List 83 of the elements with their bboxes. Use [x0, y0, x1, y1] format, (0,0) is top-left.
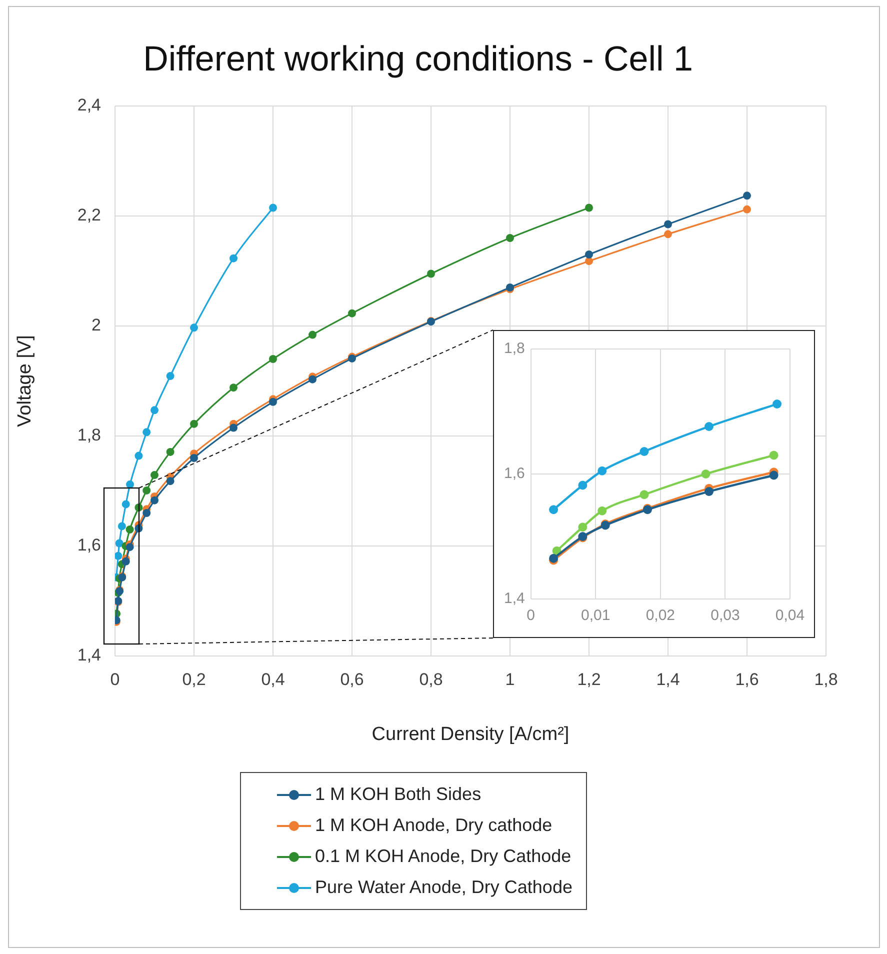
point	[704, 487, 714, 496]
point	[126, 526, 134, 534]
point	[664, 230, 672, 238]
point	[142, 486, 151, 494]
x-tick-label: 0,2	[182, 670, 206, 689]
point	[549, 505, 558, 514]
x-tick-label: 1,8	[814, 670, 838, 689]
point	[115, 552, 122, 560]
point	[348, 309, 356, 318]
point	[150, 496, 158, 504]
point	[150, 406, 158, 414]
point	[122, 557, 130, 566]
y-tick-label: 1,8	[77, 426, 101, 445]
point	[769, 470, 778, 480]
point	[640, 447, 649, 456]
x-tick-label: 1,2	[577, 670, 601, 689]
point	[166, 477, 174, 486]
chart-title: Different working conditions - Cell 1	[143, 40, 693, 79]
point	[190, 324, 198, 332]
point	[126, 543, 134, 552]
point	[578, 480, 588, 490]
point	[585, 250, 593, 258]
point	[585, 257, 593, 266]
point	[427, 270, 435, 278]
point	[769, 450, 778, 460]
point	[126, 480, 134, 488]
legend-label: 1 M KOH Anode, Dry cathode	[315, 815, 552, 836]
point	[578, 522, 588, 532]
x-tick-label: 0	[110, 670, 120, 689]
point	[743, 205, 751, 214]
x-tick-label: 0,4	[261, 670, 285, 689]
legend-label: 0.1 M KOH Anode, Dry Cathode	[315, 846, 572, 867]
x-tick-label: 1,4	[656, 670, 680, 689]
point	[506, 234, 514, 242]
point	[166, 372, 174, 380]
y-axis-title: Voltage [V]	[14, 335, 36, 427]
x-tick-label: 0,6	[340, 670, 364, 689]
point	[230, 424, 238, 432]
y-tick-label: 1,6	[504, 465, 525, 482]
point	[118, 522, 126, 530]
legend-label: 1 M KOH Both Sides	[315, 784, 482, 805]
y-tick-label: 2	[92, 316, 101, 335]
point	[743, 192, 751, 200]
x-tick-label: 0,02	[646, 607, 676, 624]
point	[190, 420, 198, 428]
point	[115, 539, 124, 548]
y-tick-label: 1,4	[504, 590, 525, 608]
x-tick-label: 1	[505, 670, 515, 689]
x-tick-label: 0,8	[419, 670, 443, 689]
point	[598, 466, 607, 476]
point	[772, 400, 782, 408]
point	[142, 428, 151, 436]
point	[150, 471, 158, 480]
point	[142, 509, 151, 517]
y-tick-label: 2,4	[77, 96, 101, 115]
x-axis-title: Current Density [A/cm²]	[372, 724, 570, 745]
point	[269, 355, 277, 363]
point	[585, 204, 593, 212]
point	[308, 375, 316, 384]
point	[230, 384, 238, 392]
point	[598, 506, 607, 516]
point	[308, 330, 316, 339]
y-tick-label: 2,2	[77, 206, 101, 225]
point	[122, 500, 130, 508]
point	[701, 470, 710, 478]
point	[640, 490, 649, 500]
x-tick-label: 0,04	[775, 607, 805, 624]
y-tick-label: 1,4	[77, 646, 101, 665]
y-tick-label: 1,8	[504, 340, 525, 358]
x-tick-label: 1,6	[735, 670, 759, 689]
x-tick-label: 0,03	[710, 607, 740, 624]
point	[190, 454, 198, 462]
y-tick-label: 1,6	[77, 536, 101, 555]
point	[230, 254, 238, 262]
point	[704, 422, 714, 431]
legend-label: Pure Water Anode, Dry Cathode	[315, 877, 572, 898]
x-tick-label: 0	[526, 607, 536, 624]
x-tick-label: 0,01	[581, 607, 610, 624]
point	[269, 204, 277, 212]
point	[166, 448, 174, 456]
point	[664, 220, 672, 228]
point	[269, 398, 277, 406]
point	[134, 452, 143, 460]
